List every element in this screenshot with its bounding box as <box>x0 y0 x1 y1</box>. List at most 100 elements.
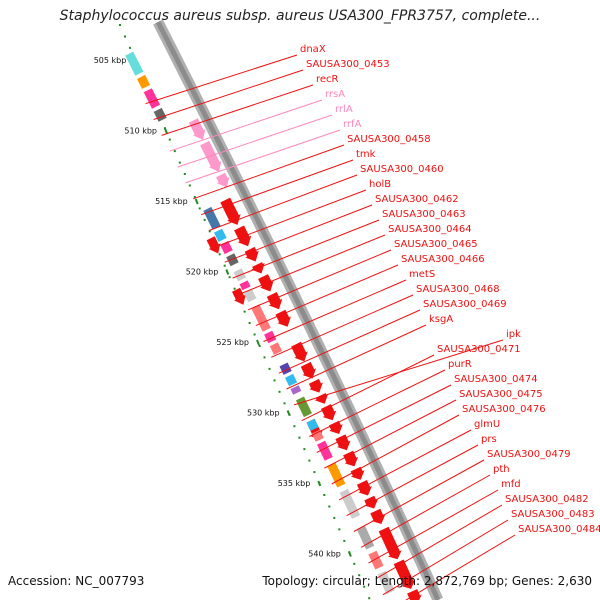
gene-label-tmk[interactable]: tmk <box>356 149 376 160</box>
callout-line <box>185 129 341 184</box>
callout-line <box>208 174 358 231</box>
gene-label-SAUSA300_0482[interactable]: SAUSA300_0482 <box>505 494 589 505</box>
gene-label-SAUSA300_0468[interactable]: SAUSA300_0468 <box>416 284 500 295</box>
gene-label-SAUSA300_0464[interactable]: SAUSA300_0464 <box>388 224 472 235</box>
callout-line <box>309 369 446 437</box>
cog-box <box>125 51 144 76</box>
gene-label-SAUSA300_0475[interactable]: SAUSA300_0475 <box>459 389 543 400</box>
scale-label: 540 kbp <box>308 550 341 559</box>
scale-dot <box>323 494 326 496</box>
scale-dot <box>293 425 296 428</box>
cog-box <box>290 385 302 395</box>
scale-tick <box>347 551 352 557</box>
gene-label-pth[interactable]: pth <box>493 464 510 475</box>
callout-line <box>145 54 298 105</box>
scale-label: 525 kbp <box>216 338 249 347</box>
scale-dot <box>173 150 176 153</box>
scale-dot <box>119 24 121 26</box>
scale-dot <box>353 562 356 565</box>
gene-label-SAUSA300_0469[interactable]: SAUSA300_0469 <box>423 299 507 310</box>
gene-label-ksgA[interactable]: ksgA <box>429 314 453 325</box>
callout-line <box>375 504 503 580</box>
callout-line <box>346 444 479 517</box>
cds-arrow <box>206 236 221 254</box>
gene-label-glmU[interactable]: glmU <box>474 419 500 430</box>
scale-dot <box>193 196 196 198</box>
gene-label-purR[interactable]: purR <box>448 359 472 370</box>
scale-dot <box>124 35 126 38</box>
gene-label-mfd[interactable]: mfd <box>501 479 521 490</box>
cog-box <box>137 74 151 89</box>
cds-arrow <box>258 274 274 292</box>
cog-box <box>214 228 227 242</box>
scale-dot <box>163 127 166 130</box>
gene-label-SAUSA300_0462[interactable]: SAUSA300_0462 <box>375 194 459 205</box>
callout-line <box>232 219 380 279</box>
cog-box <box>306 418 319 431</box>
scale-dot <box>298 436 301 439</box>
gene-label-SAUSA300_0466[interactable]: SAUSA300_0466 <box>401 254 485 265</box>
callout-line <box>161 84 314 136</box>
gene-label-SAUSA300_0458[interactable]: SAUSA300_0458 <box>347 134 431 145</box>
backbone-line <box>155 20 441 600</box>
cds-arrow <box>266 292 283 310</box>
gene-label-dnaX[interactable]: dnaX <box>300 44 326 55</box>
cog-box <box>356 525 375 550</box>
rrna-arrow <box>188 118 206 140</box>
gene-label-SAUSA300_0453[interactable]: SAUSA300_0453 <box>306 59 390 70</box>
cog-box <box>251 304 271 332</box>
cds-arrow <box>328 420 343 434</box>
genome-backbone <box>153 19 444 600</box>
scale-dot <box>129 46 131 49</box>
cog-box <box>317 440 333 461</box>
scale-label: 535 kbp <box>278 479 311 488</box>
gene-label-SAUSA300_0483[interactable]: SAUSA300_0483 <box>511 509 595 520</box>
scale-dot <box>303 448 306 451</box>
scale-dot <box>283 402 286 405</box>
gene-label-rrfA[interactable]: rrfA <box>343 119 362 130</box>
cds-arrow <box>350 466 365 480</box>
gene-label-SAUSA300_0479[interactable]: SAUSA300_0479 <box>487 449 571 460</box>
cog-box <box>143 88 161 109</box>
cds-arrow <box>300 361 316 379</box>
scale-dot <box>198 207 201 210</box>
gene-label-metS[interactable]: metS <box>409 269 435 280</box>
scale-dot <box>203 218 206 221</box>
cog-box <box>327 462 346 488</box>
scale-tick <box>317 480 322 487</box>
cog-box <box>285 373 298 387</box>
topology-label: Topology: circular; Length: 2,872,769 bp… <box>262 574 592 588</box>
scale-dot <box>168 138 171 141</box>
gene-label-prs[interactable]: prs <box>481 434 497 445</box>
callout-line <box>353 459 485 532</box>
scale-dot <box>188 184 191 187</box>
gene-label-holB[interactable]: holB <box>369 179 391 190</box>
scale-dot <box>258 345 261 347</box>
gene-label-SAUSA300_0471[interactable]: SAUSA300_0471 <box>437 344 521 355</box>
callout-line <box>247 249 392 311</box>
callout-line <box>382 519 509 596</box>
gene-label-SAUSA300_0463[interactable]: SAUSA300_0463 <box>382 209 466 220</box>
callout-line <box>240 234 386 295</box>
callout-line <box>278 309 421 374</box>
gene-label-SAUSA300_0484[interactable]: SAUSA300_0484 <box>518 524 600 535</box>
gene-label-SAUSA300_0465[interactable]: SAUSA300_0465 <box>394 239 478 250</box>
gene-label-SAUSA300_0460[interactable]: SAUSA300_0460 <box>360 164 444 175</box>
cds-arrow <box>220 197 241 225</box>
callout-line <box>153 69 304 120</box>
gene-label-SAUSA300_0474[interactable]: SAUSA300_0474 <box>454 374 538 385</box>
callout-line <box>338 429 472 501</box>
scale-tick <box>286 410 291 416</box>
scale-dot <box>328 505 331 508</box>
gene-label-ipk[interactable]: ipk <box>506 329 521 340</box>
callout-line <box>224 204 373 263</box>
gene-label-recR[interactable]: recR <box>316 74 339 85</box>
scale-dot <box>253 333 256 336</box>
callout-line <box>177 114 333 168</box>
gene-label-rrlA[interactable]: rrlA <box>335 104 353 115</box>
gene-labels[interactable]: dnaX SAUSA300_0453 recR rrsA rrlA rrfA SAUSA30… <box>300 44 600 535</box>
gene-label-SAUSA300_0476[interactable]: SAUSA300_0476 <box>462 404 546 415</box>
gene-label-rrsA[interactable]: rrsA <box>325 89 345 100</box>
scale-dot <box>268 367 271 370</box>
